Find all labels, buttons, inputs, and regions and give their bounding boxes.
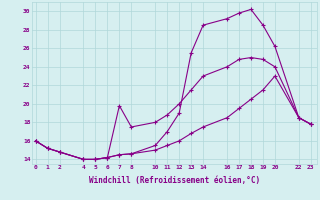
X-axis label: Windchill (Refroidissement éolien,°C): Windchill (Refroidissement éolien,°C) — [89, 176, 260, 185]
